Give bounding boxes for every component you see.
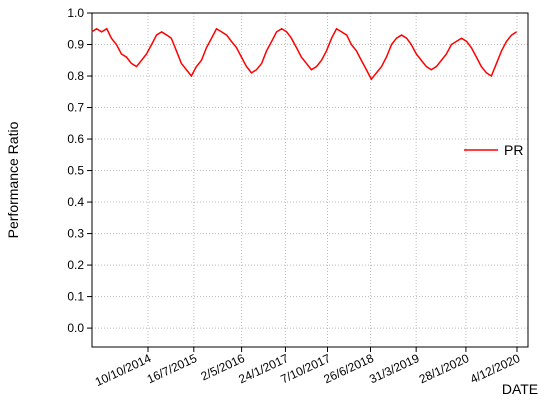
- y-tick-label: 0.6: [67, 132, 84, 146]
- y-axis-label: Performance Ratio: [5, 121, 21, 238]
- x-tick-label: 28/1/2020: [417, 351, 472, 386]
- y-tick-label: 0.1: [67, 290, 84, 304]
- y-tick-label: 0.3: [67, 227, 84, 241]
- x-tick-label: 16/7/2015: [145, 351, 200, 386]
- y-tick-label: 0.8: [67, 69, 84, 83]
- x-tick-label: 26/6/2018: [321, 351, 376, 386]
- plot-frame: [91, 12, 529, 348]
- y-tick-label: 0.5: [67, 164, 84, 178]
- y-tick-label: 0.7: [67, 101, 84, 115]
- y-tick-label: 1.0: [67, 6, 84, 20]
- legend-label: PR: [504, 142, 523, 158]
- y-tick-label: 0.0: [67, 321, 84, 335]
- y-tick-label: 0.2: [67, 258, 84, 272]
- line: [91, 27, 517, 81]
- y-tick-label: 0.9: [67, 38, 84, 52]
- x-tick-label: 10/10/2014: [93, 351, 154, 389]
- y-tick-label: 0.4: [67, 195, 84, 209]
- x-axis-label: DATE: [502, 381, 538, 397]
- x-tick-label: 31/3/2019: [367, 351, 422, 386]
